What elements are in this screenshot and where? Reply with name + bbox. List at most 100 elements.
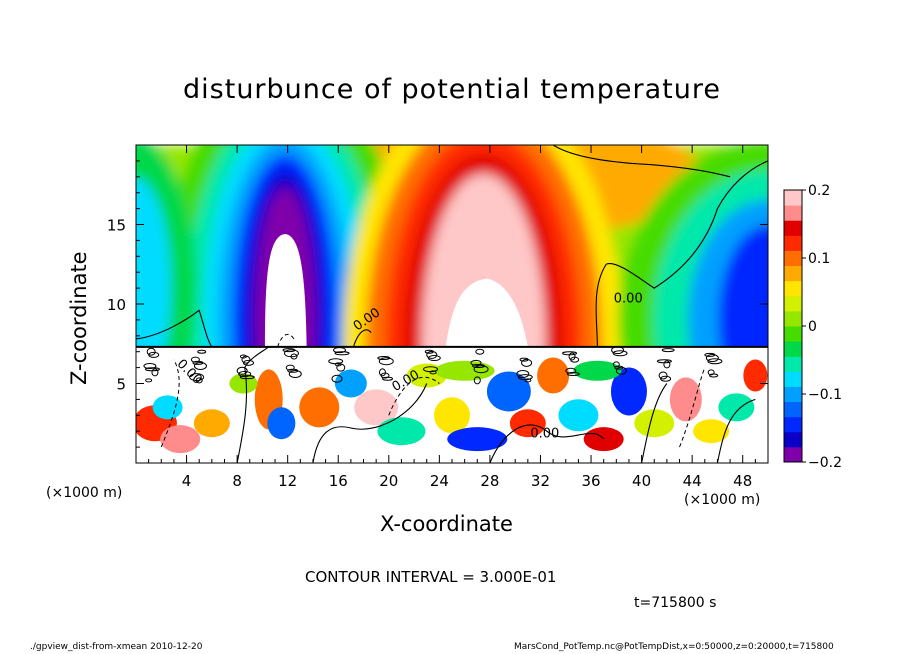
zero-contour xyxy=(352,329,372,348)
small-contour xyxy=(331,374,343,383)
zero-contour xyxy=(489,424,605,463)
small-contour xyxy=(193,362,207,371)
small-contour xyxy=(709,373,719,378)
negative-contour xyxy=(388,376,440,416)
small-contour xyxy=(473,376,481,385)
footer-source: MarsCond_PotTemp.nc@PotTempDist,x=0:5000… xyxy=(514,642,834,652)
small-contour xyxy=(285,364,295,371)
x-tick-label: 16 xyxy=(329,472,348,490)
small-contour xyxy=(236,366,248,375)
boundary-layer-patch xyxy=(558,399,599,432)
colorbar-bin xyxy=(784,326,802,342)
small-contour xyxy=(429,370,437,375)
small-contour xyxy=(660,375,672,382)
small-contour xyxy=(524,378,532,383)
contour-interval-note: CONTOUR INTERVAL = 3.000E-01 xyxy=(305,568,557,586)
small-contour xyxy=(382,376,394,381)
contour-label: 0.00 xyxy=(530,427,559,442)
x-tick-label: 20 xyxy=(379,472,398,490)
small-contour xyxy=(565,367,577,374)
small-contour xyxy=(663,360,671,369)
small-contour xyxy=(333,347,347,354)
boundary-layer-patch xyxy=(334,369,367,398)
colorbar-bin xyxy=(784,295,802,312)
small-contour xyxy=(190,356,200,363)
y-tick-label: 5 xyxy=(116,376,126,394)
small-contour xyxy=(612,350,628,357)
x-tick-label: 24 xyxy=(430,472,449,490)
colorbar-bin xyxy=(784,250,802,267)
boundary-layer-patch xyxy=(718,393,755,422)
x-tick-label: 4 xyxy=(182,472,192,490)
small-contour xyxy=(288,369,302,378)
x-tick-label: 36 xyxy=(581,472,600,490)
zero-contour xyxy=(136,309,213,348)
small-contour xyxy=(658,371,668,380)
y-axis-label: Z-coordinate xyxy=(67,251,91,385)
x-axis: 4 8 12 16 20 24 28 32 36 40 44 48 xyxy=(148,145,756,490)
colorbar-bin xyxy=(784,265,802,282)
small-contour xyxy=(195,377,203,384)
small-contour xyxy=(380,372,390,379)
small-contour xyxy=(238,370,252,377)
boundary-layer-patch xyxy=(447,427,508,452)
boundary-layer-patch xyxy=(152,395,183,420)
y-axis: 5 10 15 xyxy=(107,160,768,448)
cold-core xyxy=(264,234,307,347)
small-contour xyxy=(705,354,719,363)
zero-contour xyxy=(312,383,428,463)
chart-title: disturbunce of potential temperature xyxy=(183,74,721,105)
x-tick-label: 8 xyxy=(232,472,242,490)
negative-contour xyxy=(679,367,706,448)
x-axis-label: X-coordinate xyxy=(380,512,513,536)
small-contour xyxy=(378,357,394,366)
colorbar-bin xyxy=(784,220,802,236)
small-contour xyxy=(145,378,153,383)
y-tick-label: 10 xyxy=(107,296,126,314)
small-contour xyxy=(475,348,485,355)
colorbar-bin xyxy=(784,341,802,357)
boundary-layer-patch xyxy=(610,367,647,416)
boundary-layer-patch xyxy=(743,359,768,392)
x-tick-label: 48 xyxy=(733,472,752,490)
contour-lines: 0.000.000.000.000.00 xyxy=(136,145,768,463)
boundary-layer-patch xyxy=(634,409,675,438)
small-contour xyxy=(568,352,576,361)
small-contour xyxy=(612,361,620,368)
colorbar-tick-label: 0.1 xyxy=(808,251,830,267)
boundary-layer-patch xyxy=(509,409,546,438)
zero-contour xyxy=(716,398,756,463)
small-contour xyxy=(290,353,298,360)
colorbar-tick-label: −0.2 xyxy=(808,455,842,471)
small-contour xyxy=(570,356,580,363)
colorbar-tick-label: 0 xyxy=(808,319,817,335)
left-cool-level xyxy=(136,178,171,399)
small-contour xyxy=(615,366,627,375)
colorbar-bin xyxy=(784,446,802,463)
small-contour xyxy=(707,369,715,376)
zero-contour xyxy=(595,160,768,347)
small-contour xyxy=(566,371,580,376)
x-unit-label: (×1000 m) xyxy=(46,485,123,501)
small-contour xyxy=(336,363,346,372)
zero-contour xyxy=(641,383,668,463)
small-contour xyxy=(473,365,489,374)
boundary-layer-patch xyxy=(160,425,201,454)
boundary-layer-patch xyxy=(486,371,531,412)
colorbar: 0.2 0.1 0 −0.1 −0.2 xyxy=(783,183,842,471)
colorbar-bin xyxy=(784,371,802,387)
x-unit-label: (×1000 m) xyxy=(684,492,761,508)
small-contour xyxy=(661,348,675,353)
small-contour xyxy=(707,358,723,365)
boundary-layer-patch xyxy=(377,417,426,446)
contour-label: 0.00 xyxy=(614,291,643,306)
boundary-layer-patch xyxy=(299,387,340,428)
negative-contour xyxy=(160,359,180,448)
boundary-layer-patch xyxy=(693,419,730,444)
time-label: t=715800 s xyxy=(634,595,717,611)
footer-command: ./gpview_dist-from-xmean 2010-12-20 xyxy=(30,642,203,652)
colorbar-tick-label: 0.2 xyxy=(808,183,830,199)
small-contour xyxy=(146,347,156,356)
y-tick-label: 15 xyxy=(107,217,126,235)
small-contour xyxy=(143,363,157,370)
